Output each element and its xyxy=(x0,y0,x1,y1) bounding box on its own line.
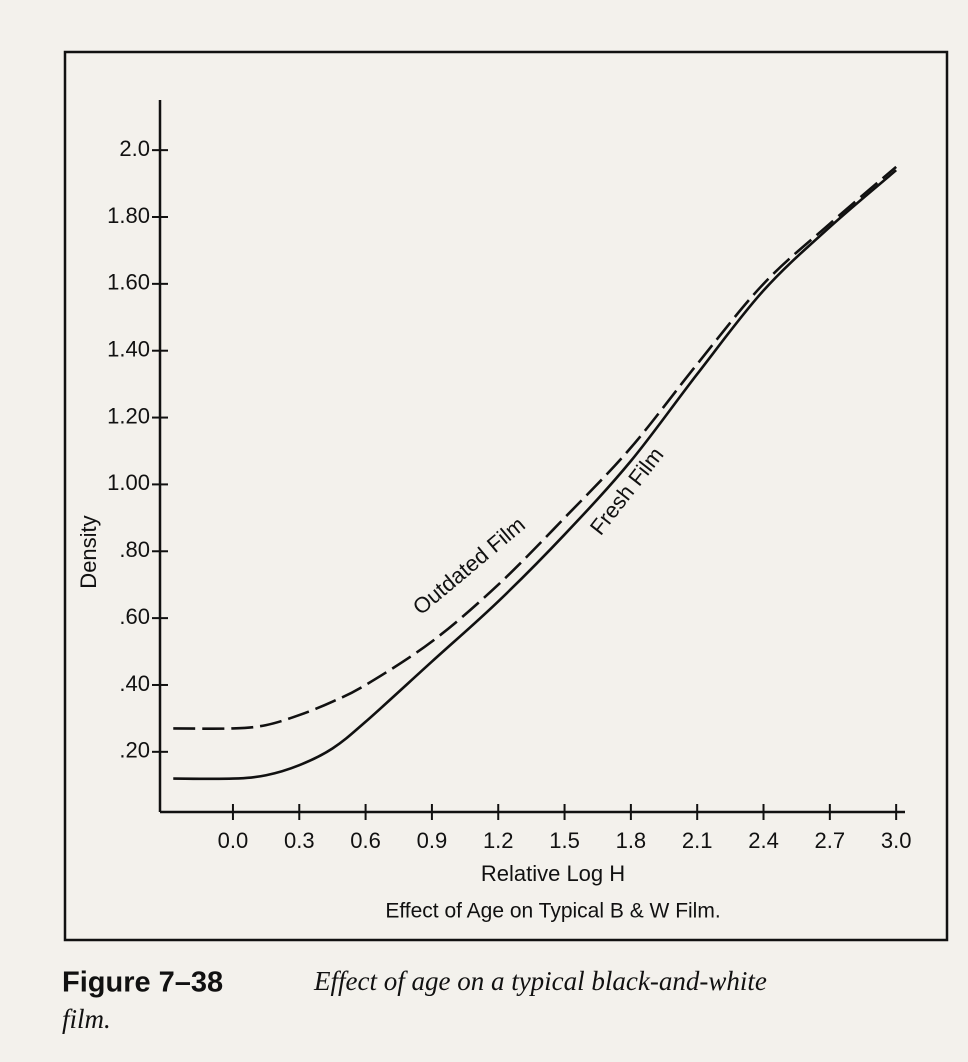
frame xyxy=(63,50,949,942)
y-tick-label: 1.80 xyxy=(107,203,150,228)
x-tick-label: 0.6 xyxy=(350,828,381,853)
x-tick-label: 3.0 xyxy=(881,828,912,853)
x-tick-label: 0.9 xyxy=(417,828,448,853)
y-tick-label: 1.40 xyxy=(107,337,150,362)
y-tick-label: .40 xyxy=(119,671,150,696)
y-tick-label: .20 xyxy=(119,738,150,763)
x-tick-label: 2.7 xyxy=(815,828,846,853)
line-series xyxy=(173,169,898,781)
y-tick-label: 1.20 xyxy=(107,403,150,428)
x-tick-label: 1.8 xyxy=(616,828,647,853)
series-label: Fresh Film xyxy=(585,442,669,539)
subtitle: Effect of Age on Typical B & W Film. xyxy=(385,900,720,923)
x-tick-label: 0.3 xyxy=(284,828,315,853)
x-tick-label: 2.1 xyxy=(682,828,713,853)
line-series xyxy=(173,165,898,730)
y-tick-label: 2.0 xyxy=(119,136,150,161)
x-tick-label: 2.4 xyxy=(748,828,779,853)
x-tick-label: 0.0 xyxy=(218,828,249,853)
caption-text: Effect of age on a typical black-and-whi… xyxy=(313,966,767,996)
y-tick-label: 1.60 xyxy=(107,270,150,295)
caption-text-end: film. xyxy=(62,1004,111,1034)
y-tick-label: 1.00 xyxy=(107,470,150,495)
x-tick-label: 1.5 xyxy=(549,828,580,853)
series-label: Outdated Film xyxy=(408,512,530,620)
y-axis-label: Density xyxy=(76,515,101,588)
y-tick-label: .80 xyxy=(119,537,150,562)
x-tick-label: 1.2 xyxy=(483,828,514,853)
x-axis-label: Relative Log H xyxy=(481,861,625,886)
y-tick-label: .60 xyxy=(119,604,150,629)
caption-label: Figure 7–38 xyxy=(62,967,223,999)
